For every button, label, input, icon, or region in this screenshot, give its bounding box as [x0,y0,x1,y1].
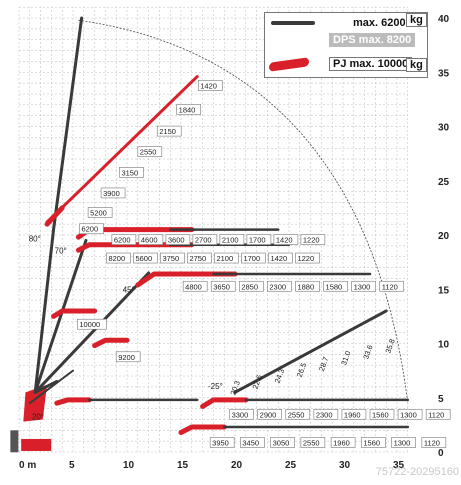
load-label-70a: 3600 [168,236,185,245]
load-label-low: 3950 [212,438,229,447]
load-label-70a: 2100 [222,236,239,245]
load-label-70a: 6200 [114,236,131,245]
load-label-70b: 8200 [108,254,125,263]
x-tick-label: 30 [339,460,351,471]
y-tick-label: 10 [438,340,450,351]
load-label-45: 2850 [241,282,258,291]
load-label-45: 1120 [382,282,398,291]
y-tick-label: 20 [438,231,450,242]
legend-dps-label: DPS max. 8200 [329,33,415,47]
pj-jib-swatch-icon [269,57,309,72]
knuckle-b [95,340,127,345]
crane-base [21,439,51,451]
y-tick-label: 30 [438,123,450,134]
load-label-80: 3150 [121,168,138,177]
load-label-low: 3050 [273,438,290,447]
load-label-80: 2550 [140,148,157,157]
load-label-neg25: 2900 [260,410,277,419]
angle-label-20: 20° [32,412,44,421]
outrigger-icon [10,430,18,452]
load-label-knuckle: 9200 [118,353,135,362]
legend-main-label: max. 6200 [353,17,406,29]
x-tick-label: 0 m [19,460,36,471]
y-tick-label: 40 [438,14,450,25]
load-label-70a: 1700 [249,236,266,245]
load-label-70b: 2100 [216,254,233,263]
legend-main: max. 6200 [271,17,421,29]
load-label-neg25: 1560 [372,410,389,419]
load-label-70b: 1220 [297,254,314,263]
y-tick-label: 35 [438,68,450,79]
load-label-neg25: 1120 [428,410,444,419]
jib-slope-label: 26.5 [295,362,308,379]
main-boom-swatch-icon [271,21,315,25]
load-label-neg25: 2300 [316,410,333,419]
load-label-70a: 1420 [276,236,293,245]
jib-slope-label: 35.8 [383,338,396,355]
load-label-low: 1120 [424,438,440,447]
jib-slope-label: 28.7 [317,356,330,373]
jib-slope-label: 33.6 [361,344,374,361]
load-label-neg25: 1300 [400,410,417,419]
legend-main-unit: kg [406,13,427,27]
angle-label-70: 70° [55,246,67,255]
load-label-70b: 1420 [270,254,287,263]
legend-pj-label: PJ max. 10000 [329,57,412,71]
load-label-80: 2150 [159,127,176,136]
load-label-45: 2300 [269,282,286,291]
load-label-45: 1300 [354,282,371,291]
load-label-80: 1840 [179,105,196,114]
load-label-80: 6200 [81,225,98,234]
x-tick-label: 15 [177,460,189,471]
load-label-45: 1580 [326,282,343,291]
load-label-45: 1880 [297,282,314,291]
load-label-70a: 4600 [141,236,158,245]
load-label-low: 2550 [303,438,320,447]
x-tick-label: 10 [123,460,135,471]
jib-slope-label: 20.3 [228,379,241,396]
load-label-neg25: 2550 [288,410,305,419]
legend: max. 6200 DPS max. 8200 PJ max. 10000 [264,12,428,78]
load-label-80: 1420 [200,82,217,91]
angle-label-80: 80° [29,235,41,244]
angle-label-neg25: -25° [208,382,223,391]
x-tick-label: 25 [285,460,297,471]
angle-label-45: 45° [123,286,135,295]
legend-pj-unit: kg [406,58,427,72]
load-label-80: 5200 [90,208,107,217]
load-label-70a: 1220 [303,236,320,245]
load-label-45: 4800 [185,282,202,291]
load-label-45: 3650 [213,282,230,291]
legend-pj: PJ max. 10000 [269,57,419,71]
load-label-neg25: 3300 [232,410,249,419]
watermark: 75722-20295160 [376,466,459,478]
y-tick-label: 15 [438,285,450,296]
load-label-70b: 3750 [162,254,179,263]
load-label-70b: 1700 [243,254,260,263]
y-tick-label: 25 [438,177,450,188]
load-label-80: 3900 [103,189,120,198]
y-tick-label: 0 [438,448,444,459]
load-label-70b: 2750 [189,254,206,263]
x-tick-label: 20 [231,460,243,471]
load-label-70b: 5600 [135,254,152,263]
load-label-neg25: 1960 [344,410,361,419]
main-boom-80-ext [54,18,82,230]
load-label-70a: 2700 [195,236,212,245]
load-label-low: 1560 [363,438,380,447]
y-tick-label: 5 [438,394,444,405]
load-label-knuckle: 10000 [79,320,100,329]
load-label-low: 3450 [242,438,259,447]
x-tick-label: 5 [69,460,75,471]
jib-slope-label: 31.0 [339,350,352,367]
load-label-low: 1300 [394,438,411,447]
load-label-low: 1960 [333,438,350,447]
